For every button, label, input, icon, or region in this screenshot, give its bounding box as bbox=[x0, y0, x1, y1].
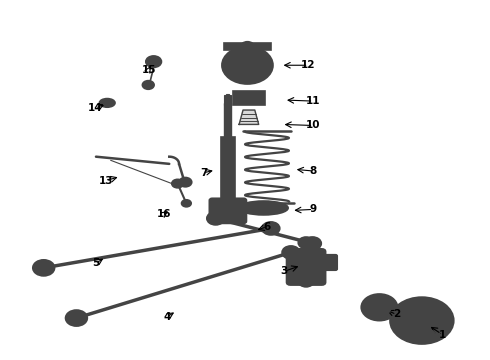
Text: 7: 7 bbox=[200, 168, 207, 178]
Circle shape bbox=[298, 275, 314, 287]
Circle shape bbox=[66, 310, 87, 326]
Circle shape bbox=[103, 100, 111, 106]
Text: 13: 13 bbox=[98, 176, 113, 186]
Text: 16: 16 bbox=[157, 209, 171, 219]
Circle shape bbox=[39, 265, 48, 271]
Text: 12: 12 bbox=[301, 60, 316, 70]
Circle shape bbox=[304, 237, 321, 250]
Circle shape bbox=[262, 222, 280, 235]
Circle shape bbox=[298, 237, 314, 248]
Bar bbox=[233, 91, 265, 105]
Circle shape bbox=[150, 59, 157, 64]
Bar bbox=[220, 137, 235, 202]
Circle shape bbox=[400, 318, 406, 323]
Polygon shape bbox=[239, 110, 259, 125]
Text: 11: 11 bbox=[306, 96, 320, 106]
Text: 4: 4 bbox=[163, 312, 171, 322]
Circle shape bbox=[228, 56, 235, 61]
FancyBboxPatch shape bbox=[287, 249, 326, 285]
Circle shape bbox=[288, 250, 294, 255]
Ellipse shape bbox=[239, 201, 288, 215]
Circle shape bbox=[241, 92, 257, 104]
Text: 10: 10 bbox=[306, 121, 320, 130]
Circle shape bbox=[303, 240, 310, 245]
Circle shape bbox=[245, 95, 252, 100]
Circle shape bbox=[146, 56, 161, 67]
Circle shape bbox=[179, 177, 192, 187]
Text: 1: 1 bbox=[439, 330, 446, 340]
Circle shape bbox=[409, 306, 416, 311]
Text: 5: 5 bbox=[92, 258, 99, 268]
Circle shape bbox=[438, 318, 444, 323]
Text: 9: 9 bbox=[310, 204, 317, 215]
Circle shape bbox=[411, 312, 433, 329]
Ellipse shape bbox=[99, 99, 115, 107]
Circle shape bbox=[143, 81, 154, 89]
Circle shape bbox=[260, 56, 267, 61]
Circle shape bbox=[207, 212, 224, 225]
Circle shape bbox=[428, 330, 435, 335]
Circle shape bbox=[72, 315, 81, 321]
Circle shape bbox=[390, 297, 454, 344]
Text: 14: 14 bbox=[88, 103, 102, 113]
Bar bbox=[224, 95, 231, 105]
Bar bbox=[224, 103, 231, 137]
FancyBboxPatch shape bbox=[319, 255, 337, 270]
Circle shape bbox=[309, 241, 316, 246]
Circle shape bbox=[361, 294, 397, 320]
Circle shape bbox=[222, 46, 273, 84]
Circle shape bbox=[409, 330, 416, 335]
Text: 8: 8 bbox=[310, 166, 317, 176]
Circle shape bbox=[268, 226, 274, 231]
Circle shape bbox=[240, 59, 255, 71]
Circle shape bbox=[303, 279, 310, 284]
Circle shape bbox=[212, 216, 219, 221]
Circle shape bbox=[428, 306, 435, 311]
Text: 3: 3 bbox=[280, 266, 288, 276]
Text: 2: 2 bbox=[393, 310, 400, 319]
Circle shape bbox=[417, 317, 426, 324]
Circle shape bbox=[33, 260, 54, 276]
Circle shape bbox=[181, 200, 191, 207]
Circle shape bbox=[282, 246, 300, 259]
Circle shape bbox=[245, 63, 250, 67]
Text: 15: 15 bbox=[142, 64, 156, 75]
Bar bbox=[226, 94, 229, 103]
Circle shape bbox=[172, 179, 183, 188]
FancyBboxPatch shape bbox=[209, 198, 246, 224]
Circle shape bbox=[374, 303, 385, 311]
Circle shape bbox=[368, 299, 391, 316]
Circle shape bbox=[244, 76, 251, 81]
Text: 6: 6 bbox=[263, 222, 270, 231]
Circle shape bbox=[241, 41, 254, 51]
Bar bbox=[224, 42, 271, 50]
